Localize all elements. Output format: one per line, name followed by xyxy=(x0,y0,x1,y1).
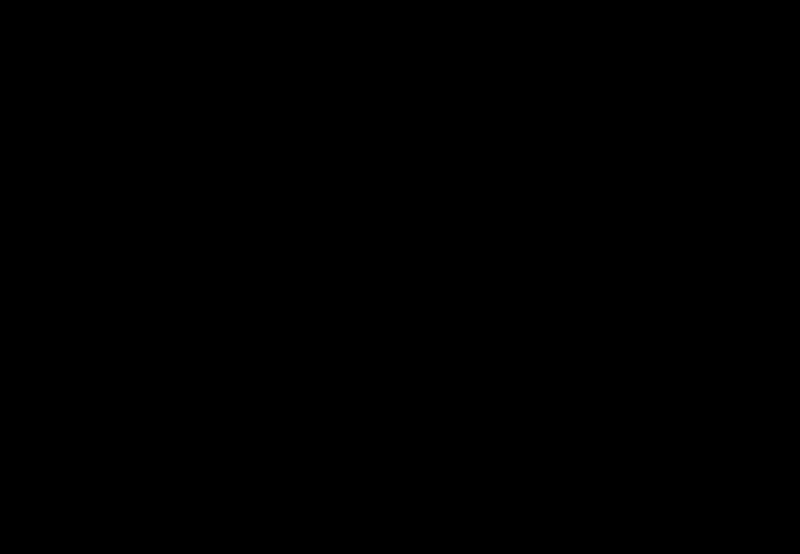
thermal-scene xyxy=(0,0,800,554)
thermal-photo xyxy=(0,0,800,554)
